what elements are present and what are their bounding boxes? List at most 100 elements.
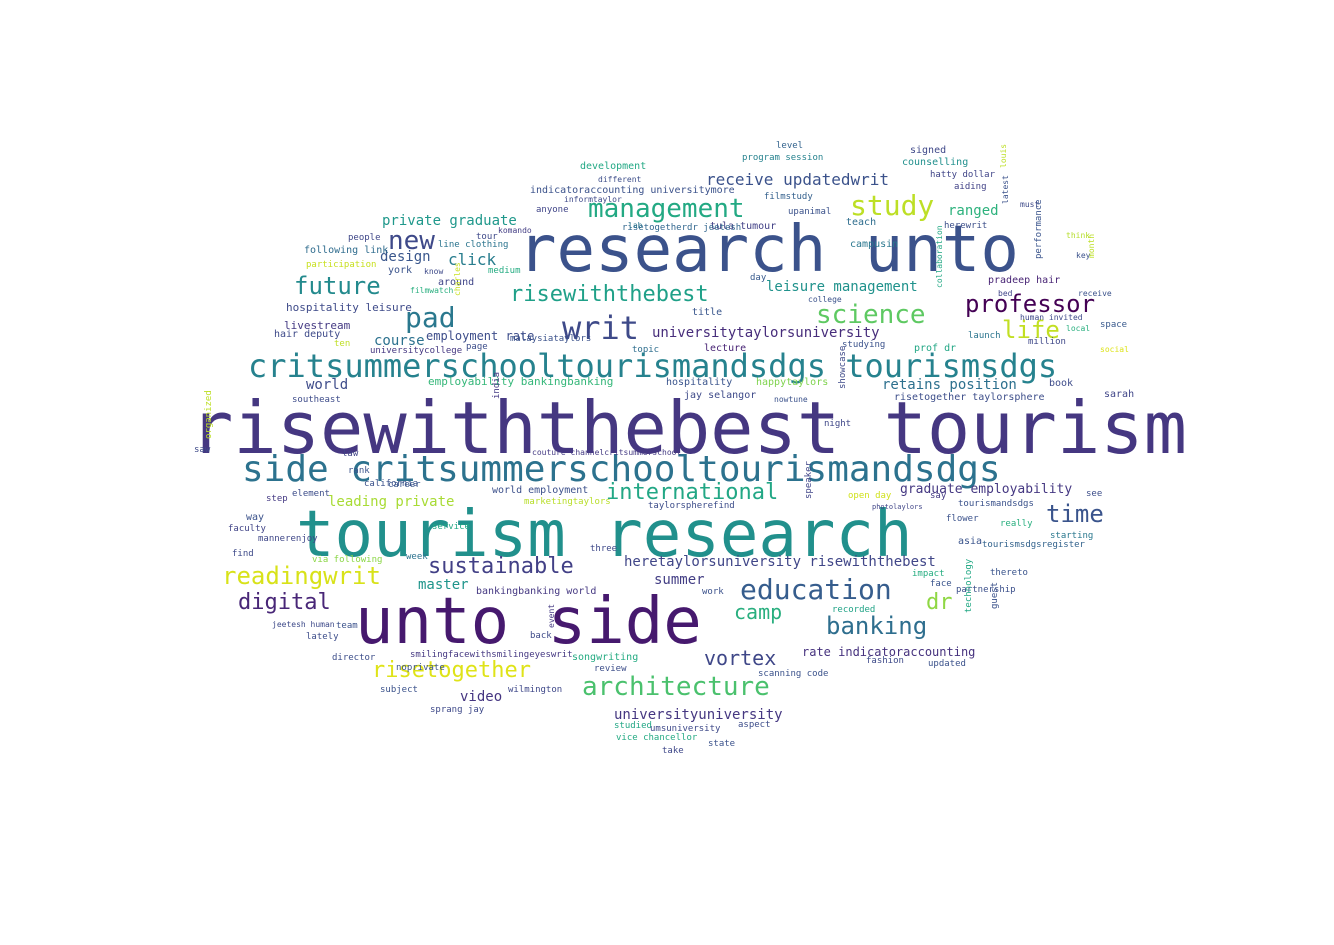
cloud-word: risetogether [372, 658, 531, 683]
cloud-word: future [294, 272, 381, 300]
cloud-word: architecture [582, 672, 770, 702]
cloud-word: unto side [355, 585, 702, 659]
cloud-word: time [1046, 500, 1104, 528]
cloud-word: social [1100, 345, 1129, 354]
cloud-word: world [306, 377, 349, 393]
cloud-word: leisure management [766, 279, 918, 295]
cloud-word: research unto [518, 213, 1019, 287]
cloud-word: tour [476, 232, 498, 242]
cloud-word: indicatoraccounting universitymore [530, 185, 735, 196]
cloud-word: medium [488, 266, 521, 276]
cloud-word: subject [380, 685, 418, 695]
cloud-word: hair deputy [274, 329, 341, 340]
cloud-word: hospitality leisure [286, 301, 412, 314]
cloud-word: service [432, 522, 470, 532]
cloud-word: summer [654, 572, 705, 588]
cloud-word: three [590, 544, 618, 554]
cloud-word: critsummerschooltourismandsdgs tourismsd… [248, 347, 1058, 385]
cloud-word: management [588, 194, 745, 224]
cloud-word: take [662, 746, 684, 756]
cloud-word: technology [964, 558, 974, 613]
cloud-word: counselling [902, 157, 969, 168]
cloud-word: key [1076, 251, 1091, 260]
cloud-word: million [1028, 337, 1066, 347]
cloud-word: must [1020, 200, 1040, 209]
cloud-word: jeetesh human [272, 620, 335, 629]
cloud-word: science [816, 300, 926, 330]
cloud-word: new [388, 226, 435, 256]
cloud-word: showcase [838, 345, 848, 389]
cloud-word: anyone [536, 205, 569, 215]
cloud-word: following link [304, 245, 389, 256]
cloud-word: digital [238, 590, 331, 615]
cloud-word: tourism research [296, 498, 913, 572]
cloud-word: book [1049, 378, 1074, 389]
cloud-word: level [776, 141, 804, 151]
cloud-word: line clothing [438, 240, 509, 250]
cloud-word: international [606, 480, 779, 505]
cloud-word: lately [306, 632, 339, 642]
cloud-word: risewiththebest [510, 282, 709, 307]
cloud-word: tourismsdgsregister [982, 540, 1085, 550]
cloud-word: click [448, 250, 497, 269]
cloud-word: hospitality [666, 377, 733, 388]
cloud-word: asia [958, 536, 983, 547]
cloud-word: title [692, 307, 723, 318]
cloud-word: risetogetherdr jeetesh [622, 223, 742, 233]
cloud-word: back [530, 631, 552, 641]
cloud-word: retains position [882, 377, 1017, 393]
cloud-word: page [466, 342, 488, 352]
cloud-word: human invited [1020, 313, 1083, 322]
cloud-word: sarah [1104, 389, 1135, 400]
cloud-word: readingwrit [222, 562, 381, 590]
cloud-word: open day [848, 491, 892, 501]
cloud-word: team [336, 621, 358, 631]
cloud-word: vortex [704, 646, 777, 670]
cloud-word: jay selangor [684, 390, 757, 401]
cloud-word: day [750, 273, 767, 283]
cloud-word: studying [842, 340, 886, 350]
cloud-word: updated [928, 659, 966, 669]
cloud-word: speaker [804, 461, 814, 499]
cloud-word: education [740, 573, 892, 606]
cloud-word: director [332, 653, 376, 663]
cloud-word: bed [998, 289, 1013, 298]
cloud-word: sprang jay [430, 705, 485, 715]
cloud-word: private graduate [382, 213, 517, 229]
cloud-word: face [930, 579, 952, 589]
cloud-word: via following [312, 555, 383, 565]
cloud-word: scanning code [758, 669, 829, 679]
cloud-word: sustainable [428, 554, 574, 579]
cloud-word: know [424, 267, 444, 276]
cloud-word: smilingfacewithsmilingeyeswrit [410, 650, 573, 660]
cloud-word: pradeep hair [988, 275, 1061, 286]
cloud-word: tula tumour [710, 221, 777, 232]
cloud-word: southeast [292, 395, 341, 405]
cloud-word: faculty [228, 524, 266, 534]
cloud-word: charles [453, 262, 462, 296]
cloud-word: lab [628, 221, 643, 230]
cloud-word: camp [734, 600, 783, 624]
cloud-word: program session [742, 153, 824, 163]
cloud-word: employability bankingbanking [428, 375, 614, 388]
cloud-word: latest [1001, 175, 1010, 204]
cloud-word: employment rate [426, 329, 535, 343]
cloud-word: world employment [492, 485, 589, 496]
cloud-word: starting [1050, 531, 1094, 541]
cloud-word: upanimal [788, 207, 832, 217]
cloud-word: see [1086, 489, 1103, 499]
cloud-word: event [547, 603, 556, 628]
cloud-word: filmstudy [764, 192, 813, 202]
cloud-word: launch [968, 331, 1001, 341]
cloud-word: mannerenjoy [258, 534, 318, 544]
cloud-word: recorded [832, 605, 876, 615]
cloud-word: night [824, 419, 852, 429]
cloud-word: happytaylors [756, 377, 829, 388]
cloud-word: campusin [850, 239, 899, 250]
cloud-word: lecture [704, 343, 747, 354]
cloud-word: participation [306, 260, 377, 270]
cloud-word: local [1066, 324, 1091, 333]
cloud-word: think [1066, 231, 1091, 240]
cloud-word: pad [405, 301, 456, 334]
